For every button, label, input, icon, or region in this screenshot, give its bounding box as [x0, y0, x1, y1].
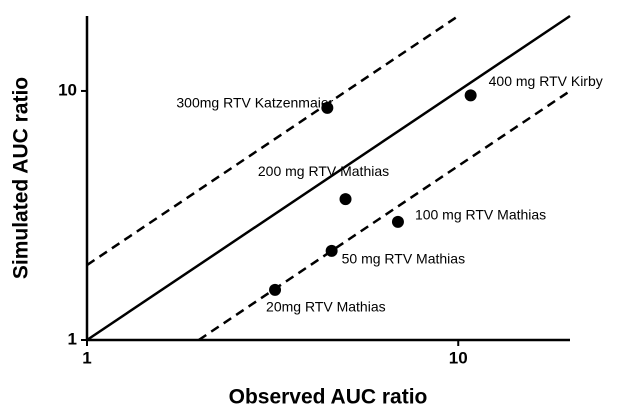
- point-label: 100 mg RTV Mathias: [415, 207, 546, 223]
- y-tick-label: 10: [58, 80, 77, 99]
- x-axis-title: Observed AUC ratio: [229, 386, 428, 409]
- reference-line: [86, 14, 459, 267]
- y-axis-title: Simulated AUC ratio: [10, 77, 33, 279]
- data-point: [321, 101, 334, 114]
- data-point: [339, 193, 352, 206]
- x-tick-label: 10: [449, 348, 468, 367]
- point-label: 400 mg RTV Kirby: [489, 73, 603, 89]
- point-label: 50 mg RTV Mathias: [342, 251, 465, 267]
- reference-line: [86, 14, 571, 342]
- data-point: [269, 283, 282, 296]
- point-label: 200 mg RTV Mathias: [258, 163, 389, 179]
- y-tick-label: 1: [68, 329, 77, 348]
- x-tick-label: 1: [82, 348, 91, 367]
- data-point: [464, 89, 477, 102]
- point-label: 300mg RTV Katzenmaier: [176, 95, 333, 111]
- data-point: [391, 215, 404, 228]
- point-label: 20mg RTV Mathias: [266, 299, 386, 315]
- data-point: [325, 244, 338, 257]
